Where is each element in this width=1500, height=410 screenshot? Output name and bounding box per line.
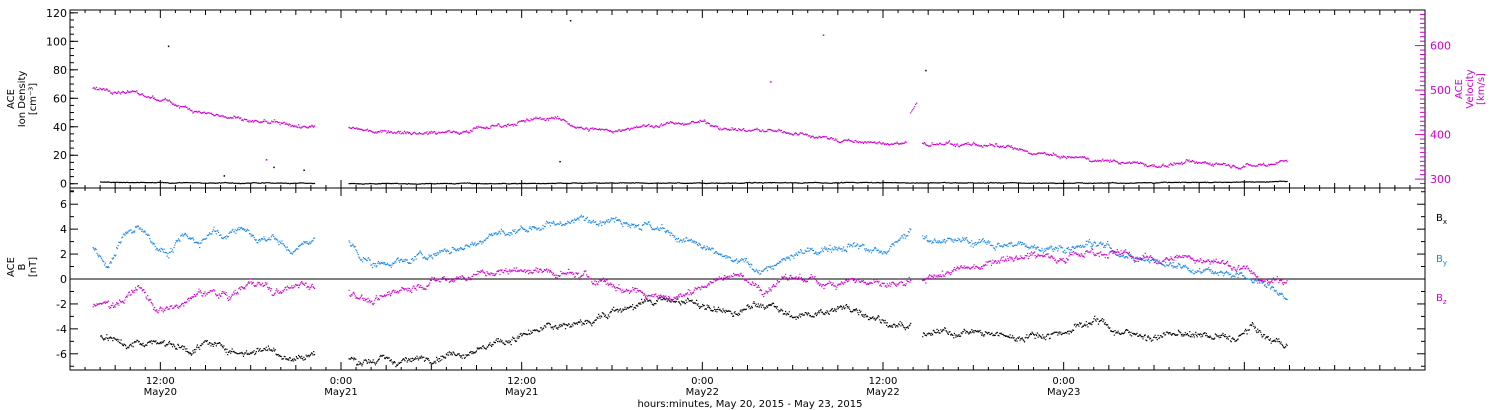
x-axis-label: hours:minutes, May 20, 2015 - May 23, 20… (637, 399, 862, 410)
velocity-axis-label: [km/s] (1476, 73, 1487, 105)
series-bz-points (348, 267, 912, 306)
x-tick-time: 0:00 (691, 376, 713, 387)
velocity-axis-label: ACE (1454, 79, 1465, 99)
x-tick-date: May22 (866, 387, 899, 398)
density-outlier (167, 45, 170, 48)
time-axis: hours:minutes, May 20, 2015 - May 23, 20… (69, 10, 1426, 410)
b-tick-label: 2 (60, 248, 67, 261)
velocity-points (92, 86, 316, 129)
density-tick-label: 100 (46, 35, 67, 48)
x-tick-time: 0:00 (1052, 376, 1074, 387)
density-tick-label: 20 (53, 149, 67, 162)
density-outlier (303, 169, 305, 171)
panel1-frame (69, 9, 1426, 189)
series-by-points (922, 235, 1288, 301)
velocity-tick-label: 500 (1430, 84, 1451, 97)
density-axis-label: ACE (6, 89, 17, 109)
density-tick-label: 0 (60, 178, 67, 191)
velocity-points (922, 140, 1288, 170)
series-bz-points (92, 278, 316, 314)
x-tick-time: 12:00 (507, 376, 536, 387)
density-outlier (925, 69, 927, 72)
density-tick-label: 120 (46, 7, 67, 20)
velocity-points (910, 102, 918, 114)
series-by-points (92, 225, 316, 269)
velocity-outlier (265, 159, 268, 161)
velocity-tick-label: 400 (1430, 129, 1451, 142)
magnetic-field-panel: -6 -4 -2 0 2 4 6 ACE B [nT] Bx By Bz (6, 187, 1447, 371)
b-tick-label: 0 (60, 273, 67, 286)
x-tick-date: May21 (324, 387, 357, 398)
legend-bx: Bx (1436, 213, 1447, 226)
series-bx-points (348, 296, 912, 368)
x-tick-date: May23 (1047, 387, 1080, 398)
density-tick-label: 80 (53, 64, 67, 77)
series-bx-points (922, 315, 1288, 349)
x-tick-time: 12:00 (869, 376, 898, 387)
legend-bz: Bz (1436, 293, 1447, 306)
velocity-axis-label: Velocity (1465, 69, 1476, 108)
b-axis-label: B (17, 263, 28, 270)
velocity-tick-label: 600 (1430, 40, 1451, 53)
x-tick-date: May20 (144, 387, 177, 398)
series-by-points (348, 214, 912, 275)
series-bx-points (100, 334, 316, 362)
x-tick-time: 12:00 (146, 376, 175, 387)
density-tick-label: 40 (53, 121, 67, 134)
density-outlier (273, 166, 275, 169)
density-outlier (223, 175, 226, 177)
velocity-outlier (770, 81, 772, 83)
b-tick-label: 4 (60, 223, 67, 236)
b-tick-label: -2 (56, 298, 67, 311)
velocity-outlier (822, 34, 825, 36)
x-tick-time: 0:00 (330, 376, 352, 387)
density-outlier (559, 160, 561, 163)
b-axis-label: [nT] (28, 257, 39, 277)
b-tick-label: -6 (56, 348, 67, 361)
x-tick-date: May21 (505, 387, 538, 398)
density-tick-label: 60 (53, 92, 67, 105)
density-outlier (569, 19, 572, 22)
density-points (348, 180, 1288, 185)
velocity-tick-label: 300 (1430, 173, 1451, 186)
density-axis-label: Ion Density (17, 71, 28, 128)
velocity-points (348, 115, 907, 146)
b-tick-label: 6 (60, 198, 67, 211)
b-tick-label: -4 (56, 323, 67, 336)
legend-by: By (1436, 254, 1447, 267)
x-tick-date: May22 (686, 387, 719, 398)
b-axis-label: ACE (6, 257, 17, 277)
density-points (100, 181, 316, 185)
series-bz-points (922, 247, 1288, 286)
density-axis-label: [cm⁻³] (28, 83, 39, 115)
